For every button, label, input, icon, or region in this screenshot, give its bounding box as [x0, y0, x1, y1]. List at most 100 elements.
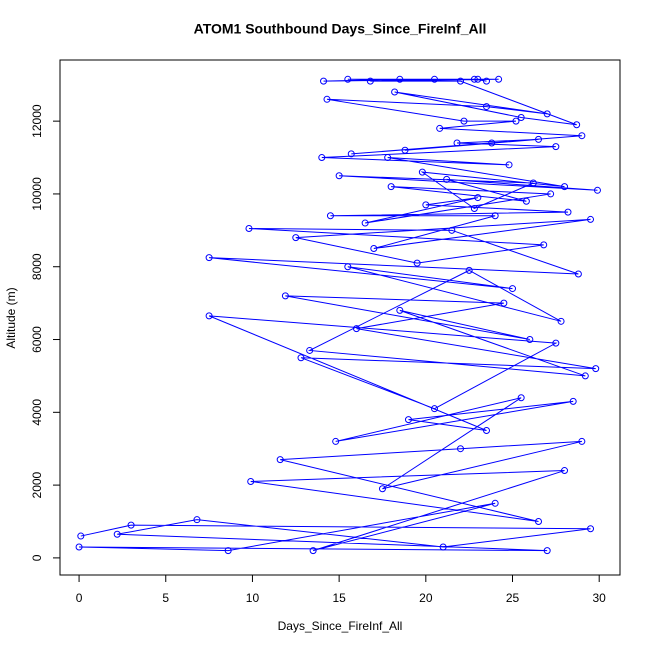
y-tick-label: 2000 — [30, 471, 44, 498]
data-point — [529, 179, 537, 187]
data-point — [535, 517, 543, 525]
x-tick-label: 0 — [76, 591, 83, 605]
data-point — [75, 543, 83, 551]
data-point — [592, 365, 600, 373]
data-point — [276, 456, 284, 464]
data-point — [474, 194, 482, 202]
data-point — [460, 117, 468, 125]
data-point — [512, 117, 520, 125]
x-tick-label: 25 — [506, 591, 520, 605]
data-point — [443, 175, 451, 183]
data-point — [574, 270, 582, 278]
x-tick-label: 10 — [246, 591, 260, 605]
x-axis-label: Days_Since_FireInf_All — [278, 619, 403, 633]
data-point — [488, 139, 496, 147]
data-point — [323, 95, 331, 103]
data-point — [378, 485, 386, 493]
data-point — [332, 437, 340, 445]
data-point — [361, 219, 369, 227]
data-point — [344, 75, 352, 83]
data-point — [320, 77, 328, 85]
data-point — [491, 212, 499, 220]
data-point — [366, 77, 374, 85]
x-tick-label: 30 — [593, 591, 607, 605]
data-point — [569, 397, 577, 405]
data-point — [526, 336, 534, 344]
data-point — [193, 516, 201, 524]
data-point — [297, 354, 305, 362]
data-point — [535, 135, 543, 143]
data-point — [396, 75, 404, 83]
data-point — [522, 197, 530, 205]
data-point — [509, 285, 517, 293]
data-point — [483, 103, 491, 111]
y-tick-label: 6000 — [30, 326, 44, 353]
data-point — [564, 208, 572, 216]
data-point — [453, 139, 461, 147]
x-tick-label: 15 — [332, 591, 346, 605]
data-point — [500, 299, 508, 307]
data-point — [465, 266, 473, 274]
data-point — [418, 168, 426, 176]
data-point — [470, 75, 478, 83]
data-point — [474, 75, 482, 83]
data-point — [557, 317, 565, 325]
data-point — [505, 161, 513, 169]
data-line — [79, 78, 598, 552]
data-point — [561, 183, 569, 191]
data-point — [561, 467, 569, 475]
data-point — [581, 372, 589, 380]
data-point — [540, 241, 548, 249]
data-point — [127, 521, 135, 529]
y-tick-label: 0 — [30, 554, 44, 561]
data-point — [326, 212, 334, 220]
data-point — [573, 121, 581, 129]
y-tick-label: 12000 — [30, 104, 44, 138]
data-point — [413, 259, 421, 267]
data-point — [543, 110, 551, 118]
data-point — [384, 154, 392, 162]
y-tick-label: 4000 — [30, 399, 44, 426]
data-point — [396, 306, 404, 314]
data-point — [587, 215, 595, 223]
data-point — [430, 75, 438, 83]
data-point — [578, 437, 586, 445]
data-point — [483, 77, 491, 85]
data-point — [318, 154, 326, 162]
data-point — [113, 530, 121, 538]
data-point — [292, 234, 300, 242]
data-point — [587, 525, 595, 533]
data-point — [593, 186, 601, 194]
data-point — [430, 405, 438, 413]
data-point — [547, 190, 555, 198]
data-point — [347, 150, 355, 158]
data-point — [344, 263, 352, 271]
data-point — [309, 547, 317, 555]
data-point — [205, 312, 213, 320]
data-point — [370, 245, 378, 253]
data-point — [306, 346, 314, 354]
data-point — [205, 254, 213, 262]
x-tick-label: 20 — [419, 591, 433, 605]
data-point — [422, 201, 430, 209]
data-point — [77, 532, 85, 540]
data-point — [517, 394, 525, 402]
data-point — [245, 225, 253, 233]
data-point — [439, 543, 447, 551]
y-tick-label: 10000 — [30, 177, 44, 211]
data-point — [391, 88, 399, 96]
y-tick-label: 8000 — [30, 253, 44, 280]
data-point — [401, 146, 409, 154]
data-point — [224, 547, 232, 555]
data-point — [470, 204, 478, 212]
data-point — [387, 183, 395, 191]
data-point — [352, 325, 360, 333]
data-point — [247, 477, 255, 485]
data-point — [281, 292, 289, 300]
data-point — [552, 143, 560, 151]
data-point — [456, 77, 464, 85]
data-point — [491, 499, 499, 507]
data-point — [543, 547, 551, 555]
